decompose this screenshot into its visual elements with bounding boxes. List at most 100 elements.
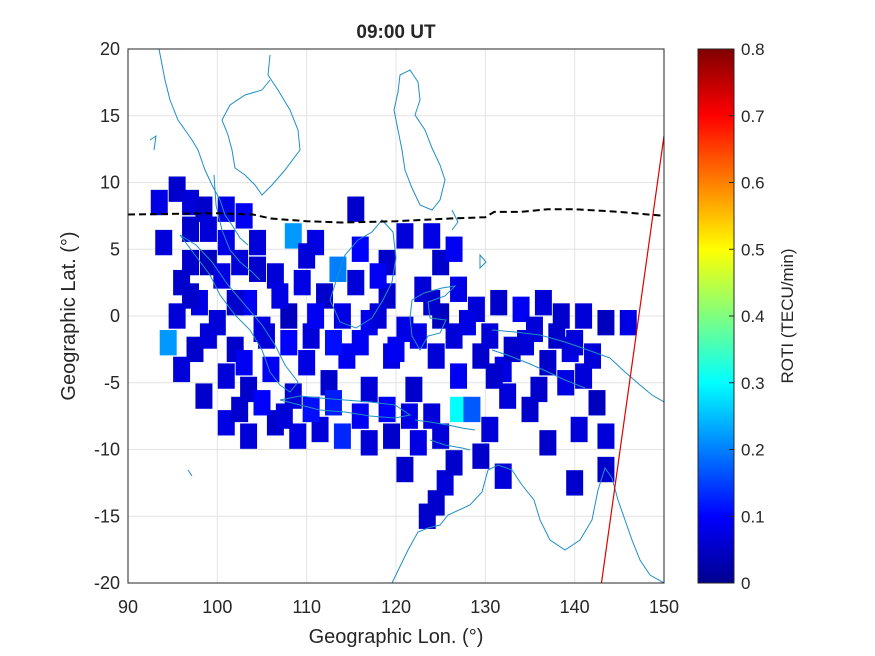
roti-cell [378, 283, 396, 309]
roti-cell [195, 383, 213, 409]
roti-cell [396, 316, 414, 343]
roti-cell [240, 289, 258, 316]
roti-cell [539, 350, 557, 376]
roti-cell [450, 396, 468, 423]
roti-cell [266, 263, 284, 289]
roti-cell [280, 330, 298, 356]
roti-cell [499, 383, 517, 409]
roti-cell [182, 216, 200, 242]
roti-cell [597, 423, 615, 449]
roti-cell [436, 470, 454, 496]
chart-title: 09:00 UT [356, 22, 436, 43]
colorbar-tick-label: 0 [741, 574, 750, 593]
roti-cell [275, 403, 293, 429]
roti-cell [548, 323, 566, 349]
roti-cell [199, 216, 217, 242]
colorbar-label: ROTI (TECU/min) [778, 248, 797, 383]
x-tick-label: 130 [470, 597, 500, 617]
roti-cell [588, 390, 606, 416]
coastline-australia [391, 464, 664, 583]
roti-cell [423, 289, 441, 316]
y-tick-label: -5 [104, 373, 120, 393]
colorbar [697, 48, 735, 584]
x-tick-label: 120 [381, 597, 411, 617]
roti-cell [458, 309, 476, 336]
roti-cell [289, 423, 307, 449]
coastline-indochina [221, 54, 301, 196]
colorbar-tick-label: 0.3 [741, 374, 765, 393]
roti-cell [284, 223, 302, 249]
roti-cell [481, 416, 499, 443]
coastline-borneo [329, 219, 397, 329]
x-tick-labels: 90 100 110 120 130 140 150 [118, 597, 679, 617]
roti-cell [575, 303, 593, 329]
y-tick-labels: 20 15 10 5 0 -5 -10 -15 -20 [94, 39, 120, 593]
roti-cell [445, 236, 463, 262]
roti-cell [432, 249, 450, 276]
roti-cell [168, 176, 186, 202]
y-tick-label: 10 [100, 173, 120, 193]
roti-cell [570, 416, 588, 443]
coastline-sumatra [179, 234, 299, 393]
roti-cell [302, 323, 320, 349]
roti-cell [575, 363, 593, 389]
magnetic-equator-line [128, 208, 664, 224]
roti-cell [186, 336, 204, 363]
roti-cell [351, 403, 369, 429]
y-tick-label: -20 [94, 573, 120, 593]
roti-cell [360, 430, 378, 456]
roti-cell [405, 376, 423, 403]
roti-cell [485, 363, 503, 389]
roti-cell [217, 363, 235, 389]
roti-cell [324, 330, 342, 356]
roti-cell [539, 430, 557, 456]
roti-cell [521, 396, 539, 423]
coastline-sulawesi [409, 285, 457, 352]
coastline-java [279, 395, 412, 419]
y-tick-label: 20 [100, 39, 120, 59]
x-tick-label: 100 [202, 597, 232, 617]
roti-cell [155, 229, 173, 256]
colorbar-tick-label: 0.2 [741, 441, 765, 460]
x-tick-label: 140 [560, 597, 590, 617]
roti-cell [557, 370, 575, 396]
coastlines [149, 49, 664, 583]
roti-cell [182, 283, 200, 309]
roti-cell [333, 303, 351, 329]
x-tick-label: 110 [292, 597, 321, 617]
roti-cell [271, 283, 289, 309]
coastline-mainland [158, 49, 249, 246]
roti-cell [199, 249, 217, 276]
x-tick-label: 90 [118, 597, 138, 617]
roti-cells [150, 176, 637, 529]
roti-cell [235, 350, 253, 376]
colorbar-tick-label: 0.5 [741, 240, 765, 259]
colorbar-tick-label: 0.7 [741, 107, 765, 126]
roti-cell [387, 336, 405, 363]
roti-cell [351, 330, 369, 356]
roti-cell [280, 303, 298, 329]
coastline-lesser-sunda [414, 419, 476, 451]
roti-cell [396, 223, 414, 249]
roti-cell [320, 370, 338, 396]
roti-cell [552, 303, 570, 329]
roti-cell [168, 303, 186, 329]
roti-cell [217, 229, 235, 256]
roti-cell [182, 189, 200, 216]
roti-cell [351, 236, 369, 262]
roti-cell [217, 196, 235, 222]
roti-cell [530, 376, 548, 403]
plot-frame [127, 48, 665, 584]
roti-cell [240, 376, 258, 403]
roti-cell [293, 269, 311, 296]
y-tick-label: -15 [94, 506, 120, 526]
colorbar-tick-label: 0.4 [741, 307, 765, 326]
roti-cell [360, 376, 378, 403]
roti-cell [566, 470, 584, 496]
roti-cell [383, 423, 401, 449]
roti-cell [333, 423, 351, 449]
roti-cell [347, 196, 365, 222]
roti-cell [400, 403, 418, 429]
y-axis-label: Geographic Lat. (°) [58, 231, 80, 400]
